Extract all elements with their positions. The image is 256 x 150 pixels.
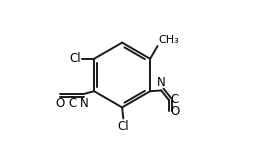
Text: N: N — [157, 76, 166, 89]
Text: O: O — [171, 105, 180, 118]
Text: C: C — [68, 97, 77, 110]
Text: C: C — [171, 93, 179, 106]
Text: CH₃: CH₃ — [158, 35, 179, 45]
Text: N: N — [80, 97, 89, 110]
Text: Cl: Cl — [118, 120, 129, 133]
Text: O: O — [56, 97, 65, 110]
Text: Cl: Cl — [69, 52, 81, 65]
